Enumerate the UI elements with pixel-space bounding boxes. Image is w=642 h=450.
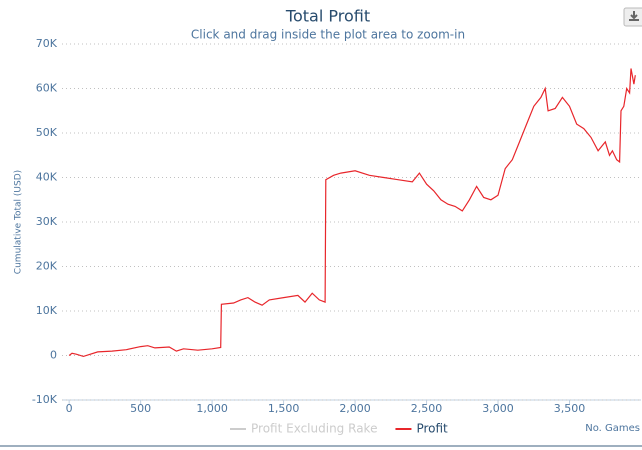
y-tick-label: 30K — [36, 215, 58, 228]
y-tick-label: 60K — [36, 82, 58, 95]
y-tick-label: 70K — [36, 37, 58, 50]
x-tick-label: 2,000 — [339, 402, 371, 415]
y-tick-label: 10K — [36, 304, 58, 317]
x-tick-label: 1,500 — [268, 402, 300, 415]
series-line — [68, 68, 636, 358]
x-axis-title: No. Games — [585, 423, 640, 434]
x-tick-label: 0 — [66, 402, 73, 415]
y-axis-title: Cumulative Total (USD) — [14, 170, 24, 274]
export-button[interactable] — [623, 7, 642, 27]
chart-title: Total Profit — [285, 7, 370, 26]
y-tick-label: 50K — [36, 126, 58, 139]
x-tick-label: 1,000 — [196, 402, 228, 415]
y-tick-label: -10K — [32, 393, 58, 406]
x-tick-label: 3,500 — [554, 402, 586, 415]
y-tick-label: 40K — [36, 171, 58, 184]
x-tick-label: 3,000 — [482, 402, 514, 415]
legend-label[interactable]: Profit Excluding Rake — [251, 422, 377, 436]
y-tick-label: 20K — [36, 260, 58, 273]
legend-label[interactable]: Profit — [416, 422, 448, 436]
chart-subtitle: Click and drag inside the plot area to z… — [191, 28, 465, 42]
x-tick-label: 2,500 — [411, 402, 443, 415]
y-tick-label: 0 — [50, 349, 57, 362]
x-tick-label: 500 — [130, 402, 151, 415]
